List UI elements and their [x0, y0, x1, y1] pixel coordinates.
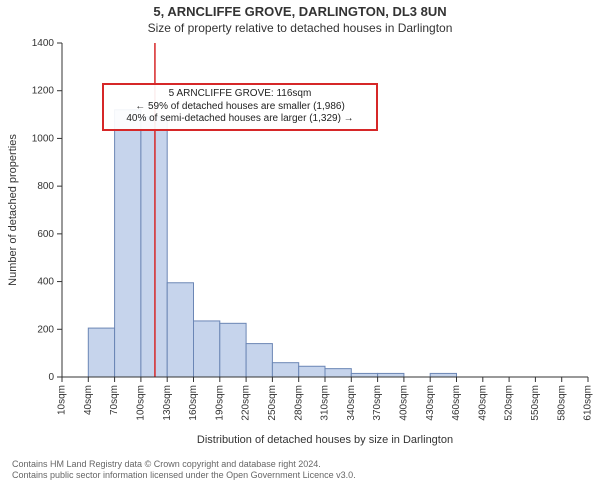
x-tick-label: 100sqm	[136, 385, 147, 421]
y-tick-label: 1000	[32, 133, 55, 144]
footer-line-1: Contains HM Land Registry data © Crown c…	[12, 459, 588, 470]
x-tick-label: 430sqm	[425, 385, 436, 421]
x-tick-label: 580sqm	[556, 385, 567, 421]
bar	[246, 344, 272, 377]
footer-line-2: Contains public sector information licen…	[12, 470, 588, 481]
annotation-line-1: 5 ARNCLIFFE GROVE: 116sqm	[110, 88, 370, 101]
x-tick-label: 250sqm	[267, 385, 278, 421]
x-tick-label: 10sqm	[57, 385, 68, 415]
y-tick-label: 1200	[32, 86, 55, 97]
x-tick-label: 370sqm	[372, 385, 383, 421]
y-tick-label: 600	[37, 229, 54, 240]
x-tick-label: 550sqm	[530, 385, 541, 421]
x-tick-label: 190sqm	[214, 385, 225, 421]
bar	[351, 373, 377, 377]
bar	[299, 366, 325, 377]
bar	[272, 363, 298, 377]
x-tick-label: 160sqm	[188, 385, 199, 421]
page-subtitle: Size of property relative to detached ho…	[0, 19, 600, 35]
annotation-line-2: ← 59% of detached houses are smaller (1,…	[110, 101, 370, 114]
bar	[115, 110, 141, 377]
bar	[378, 373, 404, 377]
page-title: 5, ARNCLIFFE GROVE, DARLINGTON, DL3 8UN	[0, 0, 600, 19]
x-axis-title: Distribution of detached houses by size …	[197, 434, 453, 446]
bar	[194, 321, 220, 377]
y-tick-label: 0	[48, 372, 54, 383]
bar	[325, 369, 351, 377]
x-tick-label: 610sqm	[583, 385, 594, 421]
x-tick-label: 130sqm	[162, 385, 173, 421]
bar	[88, 328, 114, 377]
annotation-box: 5 ARNCLIFFE GROVE: 116sqm ← 59% of detac…	[102, 83, 378, 131]
y-tick-label: 800	[37, 181, 54, 192]
x-tick-label: 40sqm	[83, 385, 94, 415]
x-tick-label: 310sqm	[320, 385, 331, 421]
x-tick-label: 280sqm	[293, 385, 304, 421]
x-tick-label: 490sqm	[477, 385, 488, 421]
y-tick-label: 200	[37, 324, 54, 335]
x-tick-label: 340sqm	[346, 385, 357, 421]
x-tick-label: 460sqm	[451, 385, 462, 421]
bar	[220, 323, 246, 377]
y-tick-label: 400	[37, 277, 54, 288]
x-tick-label: 520sqm	[504, 385, 515, 421]
bar	[141, 117, 167, 377]
x-tick-label: 70sqm	[109, 385, 120, 415]
chart-container: 0 200 400 600 800 1000 1200 1400 10sqm 40sqm 70sqm…	[0, 35, 600, 455]
x-tick-label: 400sqm	[399, 385, 410, 421]
bar	[430, 373, 456, 377]
y-tick-label: 1400	[32, 38, 55, 49]
footer: Contains HM Land Registry data © Crown c…	[0, 455, 600, 482]
x-tick-label: 220sqm	[241, 385, 252, 421]
annotation-line-3: 40% of semi-detached houses are larger (…	[110, 113, 370, 126]
y-axis-title: Number of detached properties	[7, 134, 19, 286]
bar	[167, 283, 193, 377]
